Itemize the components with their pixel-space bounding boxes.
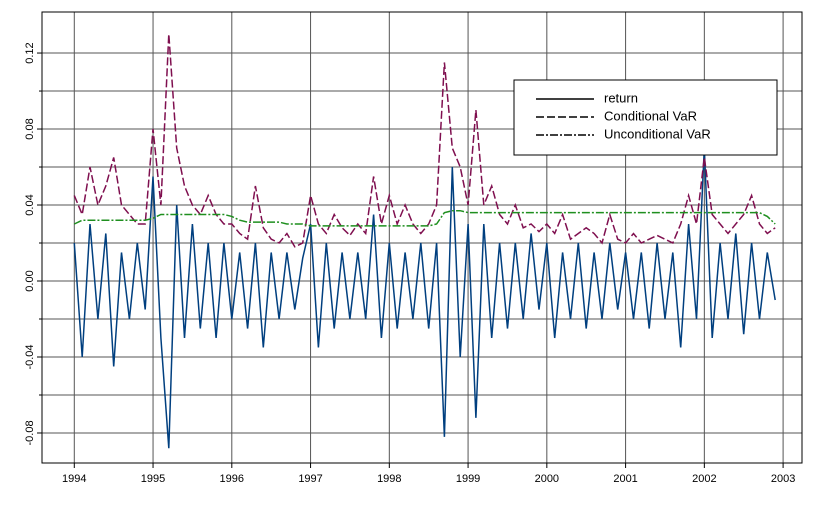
- x-tick-label: 1994: [62, 473, 86, 485]
- x-tick-label: 1999: [456, 473, 480, 485]
- y-tick-label: -0.04: [24, 344, 36, 369]
- series-line: [73, 147, 776, 449]
- legend: return Conditional VaR Unconditional VaR: [513, 79, 778, 156]
- y-tick-label: 0.00: [24, 270, 36, 291]
- x-tick-label: 1995: [141, 473, 165, 485]
- legend-label: return: [604, 90, 638, 105]
- x-tick-label: 2000: [535, 473, 559, 485]
- legend-label: Unconditional VaR: [604, 126, 711, 141]
- x-tick-label: 1997: [298, 473, 322, 485]
- x-tick-label: 2003: [771, 473, 795, 485]
- y-tick-label: 0.12: [24, 42, 36, 63]
- x-tick-label: 1996: [220, 473, 244, 485]
- series-line: [73, 209, 776, 227]
- y-tick-label: 0.08: [24, 118, 36, 139]
- series-line: [73, 33, 776, 248]
- legend-label: Conditional VaR: [604, 108, 697, 123]
- y-tick-label: -0.08: [24, 420, 36, 445]
- y-tick-label: 0.04: [24, 194, 36, 215]
- x-tick-label: 1998: [377, 473, 401, 485]
- legend-box: [513, 79, 778, 156]
- x-tick-label: 2002: [692, 473, 716, 485]
- plot-frame: [41, 11, 803, 464]
- x-tick-label: 2001: [613, 473, 637, 485]
